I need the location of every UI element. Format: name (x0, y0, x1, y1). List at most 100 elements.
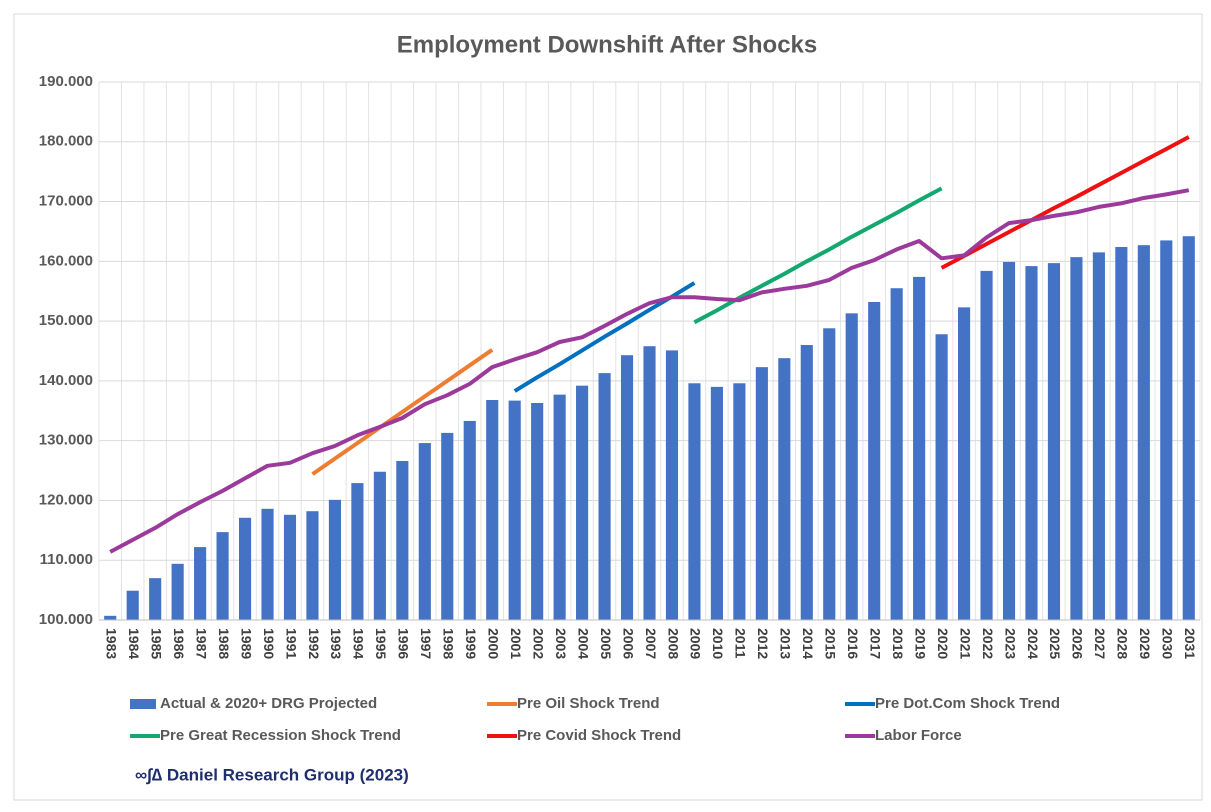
bar (441, 432, 454, 620)
bar (890, 288, 903, 620)
x-tick-label: 1999 (463, 628, 479, 659)
x-tick-label: 2031 (1182, 628, 1198, 659)
x-tick-label: 2012 (755, 628, 771, 659)
x-tick-label: 1993 (328, 628, 344, 659)
bar (126, 590, 139, 620)
bar (1070, 257, 1083, 620)
legend-label: Pre Great Recession Shock Trend (160, 727, 401, 744)
bar (531, 403, 544, 620)
bar (396, 460, 409, 620)
x-tick-label: 1994 (351, 628, 367, 659)
bar (1182, 236, 1195, 620)
bar (418, 443, 431, 620)
bar (1137, 245, 1150, 620)
bar (104, 615, 117, 620)
y-tick-label: 180.000 (39, 133, 93, 150)
bar (194, 547, 207, 620)
x-tick-label: 2002 (530, 628, 546, 659)
bar (1047, 263, 1061, 620)
x-tick-label: 1998 (441, 628, 457, 659)
bar (733, 383, 746, 620)
bar (755, 367, 768, 620)
bar (149, 578, 162, 620)
bar (710, 386, 723, 620)
bar (598, 373, 611, 620)
bar (1025, 266, 1038, 620)
y-tick-label: 190.000 (39, 73, 93, 90)
x-tick-label: 2004 (575, 628, 591, 659)
bar (216, 532, 229, 620)
x-tick-label: 1985 (148, 628, 164, 659)
bar (620, 355, 634, 620)
x-tick-label: 2005 (598, 628, 614, 659)
x-tick-label: 2006 (620, 628, 636, 659)
x-tick-label: 2021 (957, 628, 973, 659)
bar (238, 517, 252, 620)
x-tick-label: 2024 (1025, 628, 1041, 659)
x-tick-label: 1991 (283, 628, 299, 659)
bar (306, 511, 319, 620)
x-tick-label: 2020 (935, 628, 951, 659)
chart-title: Employment Downshift After Shocks (397, 31, 818, 58)
line (109, 188, 1190, 554)
x-tick-label: 1992 (306, 628, 322, 659)
x-tick-label: 1995 (373, 628, 389, 659)
bar (845, 313, 858, 620)
x-tick-label: 2011 (733, 628, 749, 659)
x-tick-label: 2026 (1070, 628, 1086, 659)
x-tick-label: 2008 (665, 628, 681, 659)
bar (576, 385, 589, 620)
y-tick-label: 110.000 (40, 551, 93, 568)
bar (688, 383, 701, 620)
x-tick-label: 2014 (800, 628, 816, 659)
legend-label: Pre Dot.Com Shock Trend (875, 695, 1060, 712)
bar (1092, 252, 1105, 620)
legend-label: Pre Oil Shock Trend (517, 695, 660, 712)
x-tick-label: 2007 (643, 628, 659, 659)
bar (171, 563, 184, 620)
x-tick-label: 1986 (171, 628, 187, 659)
bar (935, 334, 948, 620)
x-tick-label: 1987 (193, 628, 209, 659)
y-tick-label: 120.000 (39, 491, 93, 508)
x-tick-label: 2016 (845, 628, 861, 659)
source-note: ∞∫∆ Daniel Research Group (2023) (135, 765, 409, 784)
x-tick-label: 2013 (778, 628, 794, 659)
x-tick-label: 2003 (553, 628, 569, 659)
bar (351, 483, 364, 620)
x-tick-label: 2022 (980, 628, 996, 659)
x-tick-label: 2025 (1047, 628, 1063, 659)
bar (1160, 240, 1173, 620)
bar (823, 328, 836, 620)
x-tick-label: 1997 (418, 628, 434, 659)
x-tick-label: 2000 (486, 628, 502, 659)
legend-label: Pre Covid Shock Trend (517, 727, 681, 744)
bar (1002, 261, 1016, 620)
x-tick-label: 2015 (823, 628, 839, 659)
y-tick-label: 160.000 (39, 252, 93, 269)
bar (980, 270, 993, 620)
x-tick-label: 1996 (396, 628, 412, 659)
x-tick-label: 2009 (688, 628, 704, 659)
x-tick-label: 2027 (1092, 628, 1108, 659)
bar (778, 358, 791, 620)
bar (958, 307, 971, 620)
y-tick-label: 150.000 (39, 312, 93, 329)
bar (643, 346, 656, 620)
bar (508, 400, 521, 620)
line (311, 348, 494, 476)
legend-label: Actual & 2020+ DRG Projected (160, 695, 377, 712)
y-tick-label: 170.000 (39, 193, 93, 210)
bar (486, 400, 499, 620)
x-tick-label: 1990 (261, 628, 277, 659)
x-tick-label: 2017 (867, 628, 883, 659)
bar (283, 514, 297, 620)
y-tick-label: 130.000 (39, 432, 93, 449)
bar (800, 345, 813, 620)
legend-label: Labor Force (875, 727, 962, 744)
x-tick-label: 1988 (216, 628, 232, 659)
y-tick-label: 140.000 (39, 372, 93, 389)
x-tick-label: 2018 (890, 628, 906, 659)
bar (913, 276, 926, 620)
